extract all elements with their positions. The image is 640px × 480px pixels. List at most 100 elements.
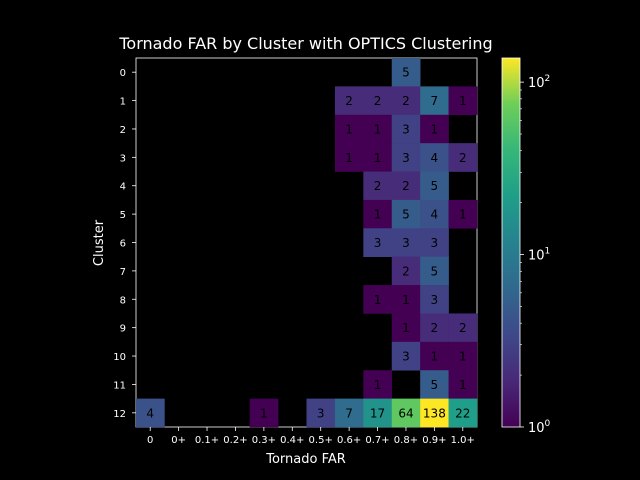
- cell-value-label: 1: [374, 378, 382, 392]
- x-tick-label: 0.7+: [365, 435, 389, 446]
- cell-value-label: 5: [402, 208, 410, 222]
- y-tick-label: 5: [120, 210, 126, 221]
- cell-value-label: 2: [402, 179, 410, 193]
- y-tick-label: 1: [120, 97, 126, 108]
- cell-value-label: 1: [431, 122, 439, 136]
- y-tick-label: 9: [120, 324, 126, 335]
- cell-value-label: 17: [370, 406, 385, 420]
- y-tick-label: 6: [120, 239, 126, 250]
- x-tick-label: 0.4+: [280, 435, 304, 446]
- cell-value-label: 7: [431, 94, 439, 108]
- x-tick-label: 0.5+: [309, 435, 333, 446]
- cell-value-label: 2: [345, 94, 353, 108]
- cell-value-label: 2: [402, 94, 410, 108]
- cell-value-label: 1: [402, 293, 410, 307]
- heatmap-cell: [420, 313, 449, 343]
- cell-value-label: 138: [423, 406, 446, 420]
- heatmap-cell: [391, 58, 421, 87]
- heatmap-cell: [391, 398, 421, 428]
- cell-value-label: 1: [459, 208, 467, 222]
- cell-value-label: 4: [431, 151, 439, 165]
- cell-value-label: 1: [459, 378, 467, 392]
- cell-value-label: 2: [459, 321, 467, 335]
- heatmap-cell: [448, 86, 478, 116]
- x-tick-label: 1.0+: [451, 435, 475, 446]
- cell-value-label: 2: [374, 179, 382, 193]
- cell-value-label: 64: [398, 406, 413, 420]
- colorbar: 100 101 102: [501, 57, 551, 436]
- cell-value-label: 1: [431, 350, 439, 364]
- cell-value-label: 2: [431, 321, 439, 335]
- heatmap-cell: [391, 341, 421, 371]
- heatmap-cell: [334, 143, 364, 172]
- cell-value-label: 3: [402, 350, 410, 364]
- heatmap-cell: [391, 171, 421, 201]
- heatmap-cell: [391, 199, 421, 229]
- cell-value-label: 1: [374, 151, 382, 165]
- cell-value-label: 3: [402, 122, 410, 136]
- heatmap-cell: [306, 398, 336, 428]
- colorbar-gradient: [501, 57, 521, 428]
- heatmap-cell: [420, 398, 449, 428]
- heatmap-cell: [136, 398, 165, 428]
- heatmap-cell: [391, 228, 421, 257]
- x-tick-label: 0.6+: [337, 435, 361, 446]
- heatmap-cells: [136, 58, 478, 428]
- heatmap-cell: [363, 114, 393, 144]
- heatmap-cell: [334, 114, 364, 144]
- y-tick-label: 0: [120, 68, 126, 79]
- heatmap-cell: [363, 285, 393, 314]
- heatmap-cell-labels: 52 2 2 7 11 1 3 11 1 3 4 22 2 51 5 4 13 3 32 51 1 31 2 23 1 11 5 14…: [146, 66, 470, 421]
- heatmap-cell: [391, 114, 421, 144]
- heatmap-cell: [363, 143, 393, 172]
- x-axis: 0 0+ 0.1+ 0.2+ 0.3+ 0.4+ 0.5+ 0.6+ 0.7+ 0.8+ 0.9+ 1…: [147, 427, 475, 446]
- cell-value-label: 5: [431, 378, 439, 392]
- y-tick-label: 10: [113, 352, 126, 363]
- heatmap-cell: [448, 199, 478, 229]
- cell-value-label: 1: [459, 350, 467, 364]
- cell-value-label: 4: [431, 208, 439, 222]
- heatmap-cell: [420, 199, 449, 229]
- x-tick-label: 0.8+: [394, 435, 418, 446]
- y-tick-label: 3: [120, 153, 126, 164]
- cell-value-label: 7: [345, 406, 353, 420]
- cell-value-label: 3: [431, 293, 439, 307]
- chart-title: Tornado FAR by Cluster with OPTICS Clust…: [118, 34, 492, 53]
- heatmap-cell: [363, 199, 393, 229]
- colorbar-tick-label: 101: [528, 247, 550, 264]
- heatmap-cell: [448, 143, 478, 172]
- y-tick-label: 2: [120, 125, 126, 136]
- heatmap-cell: [391, 86, 421, 116]
- cell-value-label: 4: [146, 406, 154, 420]
- heatmap-cell: [448, 370, 478, 399]
- cell-value-label: 5: [431, 179, 439, 193]
- heatmap-cell: [363, 86, 393, 116]
- y-tick-label: 12: [113, 409, 126, 420]
- heatmap-cell: [420, 341, 449, 371]
- x-tick-label: 0.3+: [252, 435, 276, 446]
- heatmap-cell: [420, 86, 449, 116]
- heatmap-cell: [363, 370, 393, 399]
- cell-value-label: 1: [345, 151, 353, 165]
- heatmap-cell: [249, 398, 279, 428]
- cell-value-label: 5: [402, 66, 410, 80]
- y-tick-label: 7: [120, 267, 126, 278]
- cell-value-label: 1: [402, 321, 410, 335]
- heatmap-cell: [363, 171, 393, 201]
- heatmap-cell: [334, 398, 364, 428]
- heatmap-cell: [448, 313, 478, 343]
- heatmap-cell: [448, 398, 478, 428]
- heatmap-cell: [391, 143, 421, 172]
- cell-value-label: 1: [260, 406, 268, 420]
- heatmap-cell: [420, 285, 449, 314]
- heatmap-cell: [420, 114, 449, 144]
- heatmap-cell: [420, 171, 449, 201]
- x-axis-title: Tornado FAR: [265, 452, 346, 467]
- heatmap-cell: [420, 370, 449, 399]
- cell-value-label: 2: [374, 94, 382, 108]
- colorbar-tick-label: 100: [528, 419, 551, 436]
- heatmap-cell: [334, 86, 364, 116]
- cell-value-label: 1: [374, 208, 382, 222]
